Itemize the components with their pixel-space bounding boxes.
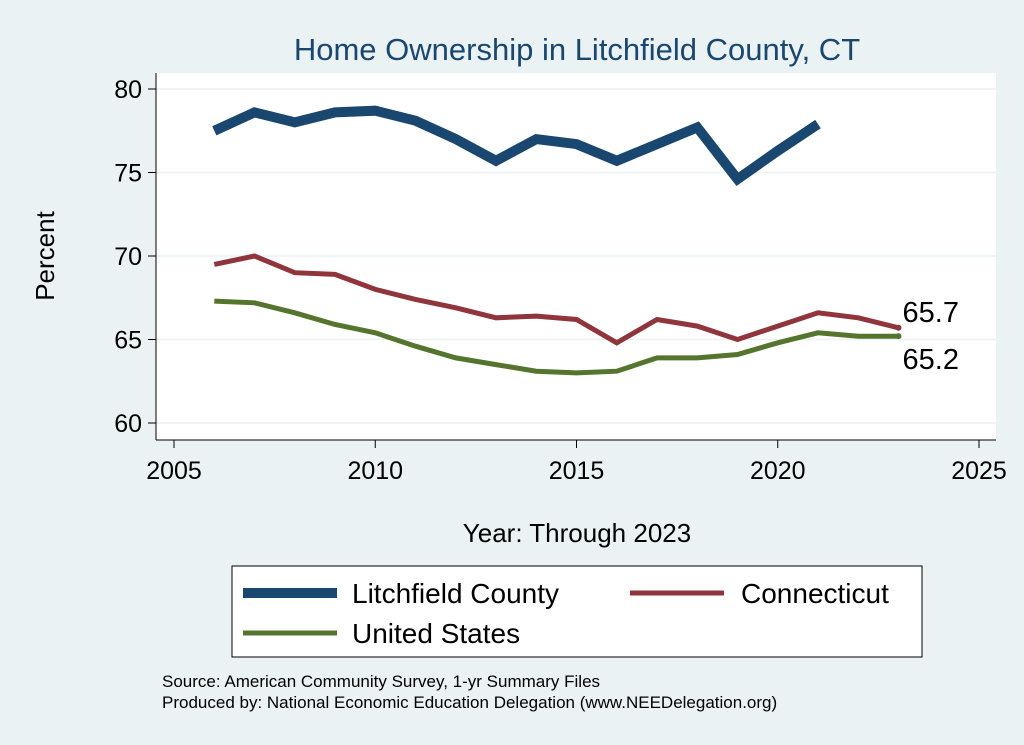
end-label-connecticut: 65.7 bbox=[903, 297, 959, 329]
legend-label-connecticut: Connecticut bbox=[741, 578, 889, 609]
legend-box bbox=[231, 565, 923, 658]
x-axis: 2005 2010 2015 2020 2025 bbox=[146, 439, 1007, 485]
produced-by-note: Produced by: National Economic Education… bbox=[162, 693, 777, 712]
gridlines bbox=[156, 88, 996, 424]
x-tick-label-2025: 2025 bbox=[951, 457, 1007, 485]
y-tick-label-80: 80 bbox=[114, 76, 142, 104]
legend-label-litchfield: Litchfield County bbox=[352, 578, 559, 609]
end-marker-connecticut bbox=[895, 324, 902, 331]
legend-label-us: United States bbox=[352, 618, 520, 649]
x-axis-title: Year: Through 2023 bbox=[463, 518, 691, 548]
series-line-connecticut bbox=[213, 253, 900, 346]
x-tick-label-2010: 2010 bbox=[347, 457, 403, 485]
end-labels: 65.7 65.2 bbox=[903, 297, 959, 376]
x-tick-label-2020: 2020 bbox=[750, 457, 806, 485]
y-axis-title: Percent bbox=[30, 210, 60, 300]
x-tick-label-2005: 2005 bbox=[146, 457, 202, 485]
end-label-united-states: 65.2 bbox=[903, 344, 959, 376]
y-axis: 60 65 70 75 80 bbox=[114, 73, 157, 440]
chart-title: Home Ownership in Litchfield County, CT bbox=[294, 32, 860, 67]
source-note: Source: American Community Survey, 1-yr … bbox=[162, 672, 600, 691]
legend: Litchfield County Connecticut United Sta… bbox=[231, 565, 923, 658]
series-line-litchfield-county bbox=[212, 105, 821, 187]
series-line-united-states bbox=[214, 298, 899, 376]
end-marker-united-states bbox=[895, 333, 902, 340]
y-tick-label-65: 65 bbox=[114, 327, 142, 355]
y-tick-label-75: 75 bbox=[114, 160, 142, 188]
y-tick-label-70: 70 bbox=[114, 243, 142, 271]
x-tick-label-2015: 2015 bbox=[549, 457, 605, 485]
series-layer bbox=[212, 105, 902, 376]
y-tick-label-60: 60 bbox=[114, 410, 142, 438]
